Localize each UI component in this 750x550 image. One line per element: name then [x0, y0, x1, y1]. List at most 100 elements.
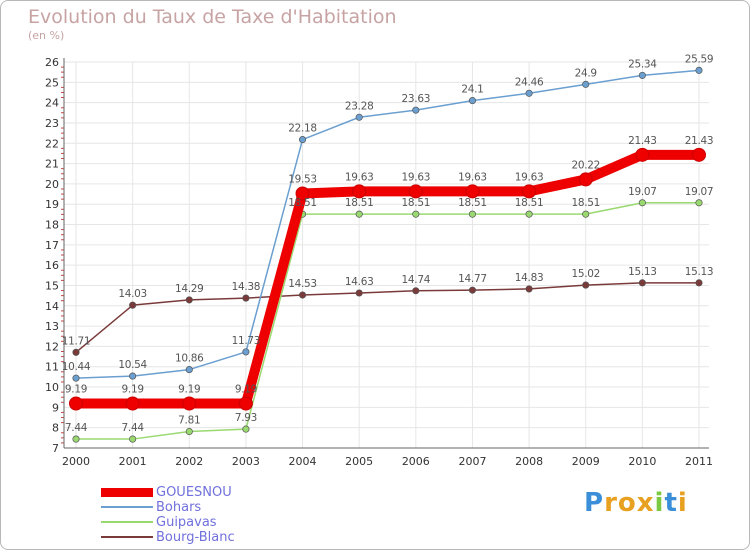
data-point — [412, 210, 420, 218]
y-tick-label: 12 — [45, 340, 59, 353]
y-tick-label: 9 — [52, 401, 59, 414]
data-label: 14.53 — [288, 278, 317, 290]
data-label: 23.28 — [345, 100, 374, 112]
data-point — [638, 279, 646, 287]
data-point — [468, 210, 477, 218]
x-tick-label: 2002 — [175, 455, 203, 468]
data-label: 7.81 — [178, 415, 200, 427]
data-label: 9.19 — [178, 384, 200, 396]
y-tick-label: 17 — [45, 239, 59, 252]
data-label: 18.51 — [288, 197, 317, 209]
data-label: 19.07 — [628, 186, 657, 198]
x-tick-label: 2005 — [345, 455, 373, 468]
data-label: 25.34 — [628, 58, 657, 70]
data-label: 11.71 — [62, 335, 91, 347]
data-point — [695, 279, 703, 287]
data-point — [578, 172, 593, 187]
proxiti-logo: Proxiti — [584, 488, 688, 518]
data-label: 9.19 — [122, 384, 144, 396]
y-tick-label: 13 — [45, 320, 59, 333]
data-label: 14.03 — [118, 288, 147, 300]
data-label: 20.22 — [571, 159, 600, 171]
data-point — [129, 301, 137, 309]
data-point — [129, 435, 137, 443]
x-tick-label: 2010 — [628, 455, 656, 468]
data-label: 21.43 — [685, 135, 714, 147]
data-label: 10.86 — [175, 353, 204, 365]
data-point — [242, 348, 250, 356]
data-point — [298, 136, 307, 144]
data-label: 24.46 — [515, 76, 544, 88]
logo-letter: r — [604, 488, 618, 518]
data-label: 14.29 — [175, 283, 204, 295]
data-label: 23.63 — [402, 93, 431, 105]
data-label: 21.43 — [628, 135, 657, 147]
data-point — [242, 425, 250, 433]
data-label: 18.51 — [402, 197, 431, 209]
series-line-guipavas — [75, 202, 700, 440]
logo-letter: i — [654, 488, 665, 518]
x-tick-label: 2004 — [289, 455, 317, 468]
data-label: 19.07 — [685, 186, 714, 198]
data-point — [298, 291, 307, 299]
legend-swatch — [101, 487, 153, 497]
data-point — [355, 113, 363, 121]
y-tick-label: 10 — [45, 381, 59, 394]
axes: 7 8 9 10 11 12 13 14 15 16 17 18 19 20 21 22 23 24 25 26 200… — [45, 56, 713, 468]
series-line-bourg-blanc — [75, 282, 700, 354]
data-point — [695, 199, 703, 207]
data-point — [638, 71, 646, 79]
x-tick-label: 2009 — [572, 455, 600, 468]
data-label: 15.13 — [628, 266, 657, 278]
data-point — [695, 66, 703, 74]
y-tick-label: 16 — [45, 259, 59, 272]
x-tick-label: 2003 — [232, 455, 260, 468]
data-point — [185, 427, 193, 436]
data-point — [185, 366, 193, 374]
data-point — [295, 186, 310, 201]
data-label: 14.63 — [345, 276, 374, 288]
y-tick-label: 8 — [52, 422, 59, 435]
data-point — [525, 210, 533, 218]
data-point — [582, 281, 590, 289]
data-point — [582, 80, 590, 88]
data-label: 14.38 — [232, 281, 261, 293]
data-point — [355, 210, 363, 218]
data-label: 24.9 — [575, 67, 597, 79]
data-point — [465, 184, 480, 199]
data-point — [468, 97, 477, 105]
data-label: 18.51 — [345, 197, 374, 209]
data-label: 18.51 — [571, 197, 600, 209]
data-point — [468, 286, 477, 294]
data-point — [242, 294, 250, 302]
data-point — [635, 147, 650, 162]
y-tick-label: 15 — [45, 279, 59, 292]
data-point — [238, 396, 253, 411]
logo-letter: P — [584, 488, 605, 518]
data-label: 19.63 — [458, 171, 487, 183]
data-point — [72, 435, 80, 443]
y-tick-label: 26 — [45, 56, 59, 69]
data-label: 25.59 — [685, 53, 714, 65]
legend-swatch — [101, 536, 153, 538]
data-label: 10.54 — [118, 359, 147, 371]
data-label: 19.63 — [402, 171, 431, 183]
data-point — [692, 147, 706, 162]
legend-swatch — [101, 506, 153, 508]
legend-label: Guipavas — [156, 515, 217, 530]
chart-subtitle: (en %) — [28, 29, 65, 42]
y-tick-label: 18 — [45, 219, 59, 232]
data-label: 7.44 — [65, 422, 88, 434]
series — [69, 66, 706, 443]
x-tick-label: 2008 — [515, 455, 543, 468]
data-labels: 9.19 9.19 9.19 9.19 19.53 19.63 19.63 19.63 19.6… — [62, 53, 714, 434]
data-label: 14.77 — [458, 273, 487, 285]
data-point — [125, 396, 140, 411]
y-tick-label: 22 — [45, 137, 59, 150]
data-label: 7.44 — [122, 422, 145, 434]
data-point — [72, 374, 80, 382]
data-label: 9.19 — [65, 384, 87, 396]
y-tick-label: 24 — [45, 97, 59, 110]
logo-letter: t — [664, 488, 678, 518]
